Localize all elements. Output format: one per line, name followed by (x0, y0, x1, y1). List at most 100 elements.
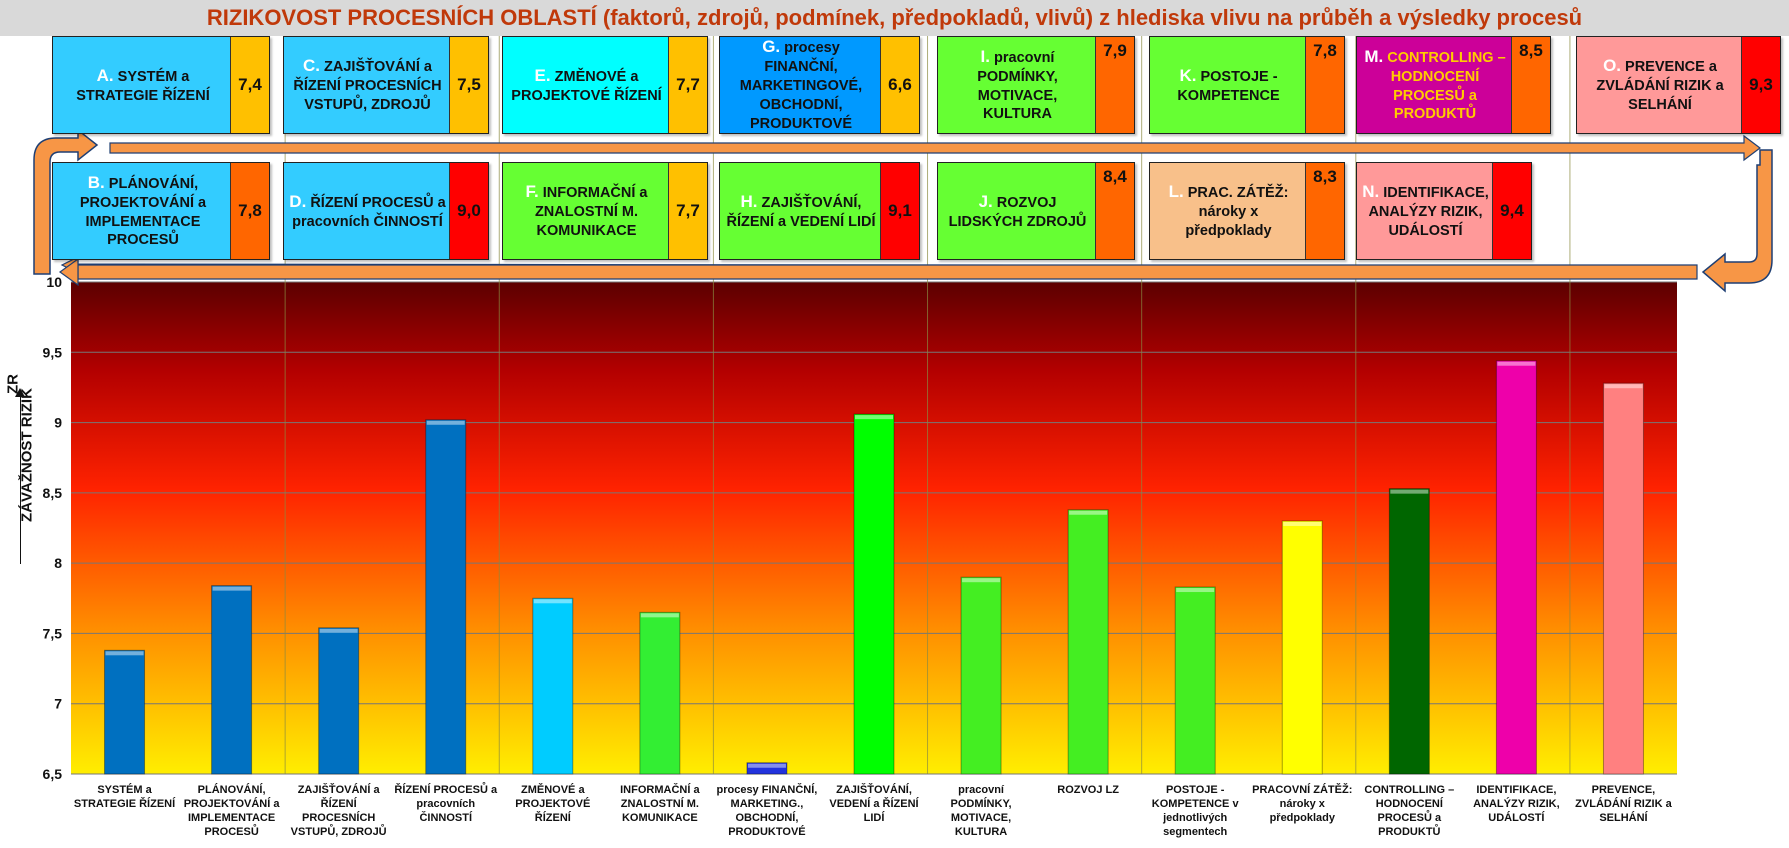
card-m: M. CONTROLLING – HODNOCENÍ PROCESŮ a PRO… (1356, 36, 1551, 134)
card-label: L. PRAC. ZÁTĚŽ: nároky x předpoklady (1150, 163, 1307, 259)
y-tick-label: 7 (54, 696, 62, 712)
card-letter: G. (762, 37, 781, 57)
bar-highlight (212, 586, 251, 591)
bar (746, 762, 788, 775)
page-title: RIZIKOVOST PROCESNÍCH OBLASTÍ (faktorů, … (206, 5, 1583, 30)
bar-highlight (426, 420, 465, 425)
bar-highlight (319, 628, 358, 633)
card-text: ROZVOJ LIDSKÝCH ZDROJŮ (948, 194, 1087, 230)
y-tick-label: 9,5 (43, 344, 63, 360)
card-score: 9,1 (880, 163, 919, 259)
y-tick-labels: 6,5 7 7,5 8 8,5 9 9,5 10 (43, 274, 63, 782)
card-g: G. procesy FINANČNÍ, MARKETINGOVÉ, OBCHO… (719, 36, 920, 134)
card-score: 7,7 (668, 163, 707, 259)
bar-highlight (855, 415, 893, 420)
card-text: PLÁNOVÁNÍ, PROJEKTOVÁNÍ a IMPLEMENTACE P… (79, 175, 207, 249)
x-tick-label: SYSTÉM a STRATEGIE ŘÍZENÍ (73, 784, 176, 811)
bars (104, 360, 1644, 775)
x-tick-label: PREVENCE, ZVLÁDÁNÍ RIZIK a SELHÁNÍ (1575, 784, 1672, 825)
card-score: 7,7 (668, 37, 707, 133)
card-text: ZAJIŠŤOVÁNÍ a ŘÍZENÍ PROCESNÍCH VSTUPŮ, … (293, 59, 442, 114)
card-text: SYSTÉM a STRATEGIE ŘÍZENÍ (76, 68, 210, 104)
card-f: F. INFORMAČNÍ a ZNALOSTNÍ M. KOMUNIKACE 7… (502, 162, 708, 260)
card-b: B. PLÁNOVÁNÍ, PROJEKTOVÁNÍ a IMPLEMENTAC… (52, 162, 270, 260)
x-tick-label: CONTROLLING – HODNOCENÍ PROCESŮ a PRODUK… (1364, 784, 1455, 839)
bar (1602, 382, 1644, 775)
card-score: 9,3 (1741, 37, 1780, 133)
bar-highlight (1283, 521, 1322, 526)
card-text: PREVENCE a ZVLÁDÁNÍ RIZIK a SELHÁNÍ (1596, 59, 1724, 114)
bar (1174, 586, 1216, 775)
card-letter: O. (1603, 56, 1622, 76)
bar-highlight (533, 599, 572, 604)
card-label: B. PLÁNOVÁNÍ, PROJEKTOVÁNÍ a IMPLEMENTAC… (53, 163, 233, 259)
card-label: F. INFORMAČNÍ a ZNALOSTNÍ M. KOMUNIKACE (503, 163, 670, 259)
bar-highlight (747, 763, 786, 768)
card-score: 6,6 (880, 37, 919, 133)
card-text: procesy FINANČNÍ, MARKETINGOVÉ, OBCHODNÍ… (739, 40, 863, 132)
card-letter: D. (289, 191, 307, 211)
card-text: PRAC. ZÁTĚŽ: nároky x předpoklady (1183, 185, 1289, 240)
card-label: M. CONTROLLING – HODNOCENÍ PROCESŮ a PRO… (1357, 37, 1513, 133)
card-d: D. ŘÍZENÍ PROCESŮ a pracovních ČINNOSTÍ 9… (283, 162, 489, 260)
card-letter: L. (1168, 182, 1184, 202)
bar-highlight (1497, 361, 1536, 366)
bar (104, 649, 146, 775)
card-e: E. ZMĚNOVÉ a PROJEKTOVÉ ŘÍZENÍ 7,7 (502, 36, 708, 134)
title-bar (0, 0, 1789, 36)
card-text: IDENTIFIKACE, ANALÝZY RIZIK, UDÁLOSTÍ (1368, 185, 1489, 240)
card-label: G. procesy FINANČNÍ, MARKETINGOVÉ, OBCHO… (720, 37, 882, 133)
y-tick-label: 10 (46, 274, 62, 290)
card-text: ZMĚNOVÉ a PROJEKTOVÉ ŘÍZENÍ (511, 68, 662, 104)
card-letter: A. (96, 65, 114, 85)
bar (853, 413, 895, 775)
x-tick-label: POSTOJE - KOMPETENCE v jednotlivých segm… (1151, 784, 1239, 839)
card-text: POSTOJE - KOMPETENCE (1177, 68, 1280, 104)
card-label: E. ZMĚNOVÉ a PROJEKTOVÉ ŘÍZENÍ (503, 37, 670, 133)
card-score: 8,5 (1511, 37, 1550, 133)
x-tick-label: ZAJIŠŤOVÁNÍ a ŘÍZENÍ PROCESNÍCH VSTUPŮ, … (290, 784, 387, 839)
x-tick-label: ZMĚNOVÉ a PROJEKTOVÉ ŘÍZENÍ (515, 784, 591, 825)
card-n: N. IDENTIFIKACE, ANALÝZY RIZIK, UDÁLOSTÍ… (1356, 162, 1532, 260)
card-score: 7,9 (1095, 37, 1134, 133)
card-letter: H. (740, 191, 758, 211)
card-label: D. ŘÍZENÍ PROCESŮ a pracovních ČINNOSTÍ (284, 163, 451, 259)
x-tick-label: PLÁNOVÁNÍ, PROJEKTOVÁNÍ a IMPLEMENTACE P… (183, 784, 280, 839)
bar (1388, 488, 1430, 775)
bar-highlight (1176, 588, 1215, 593)
card-score: 7,4 (230, 37, 269, 133)
card-a: A. SYSTÉM a STRATEGIE ŘÍZENÍ 7,4 (52, 36, 270, 134)
card-letter: J. (978, 191, 993, 211)
card-label: A. SYSTÉM a STRATEGIE ŘÍZENÍ (53, 37, 233, 133)
bar (1281, 520, 1323, 775)
card-letter: N. (1362, 182, 1380, 202)
x-tick-label: ROZVOJ LZ (1057, 784, 1119, 796)
card-o: O. PREVENCE a ZVLÁDÁNÍ RIZIK a SELHÁNÍ 9,… (1576, 36, 1781, 134)
card-score: 9,4 (1492, 163, 1531, 259)
card-letter: B. (87, 172, 105, 192)
bar (1495, 360, 1537, 775)
card-score: 7,5 (449, 37, 488, 133)
card-text: ZAJIŠŤOVÁNÍ, ŘÍZENÍ a VEDENÍ LIDÍ (726, 194, 876, 230)
card-text: INFORMAČNÍ a ZNALOSTNÍ M. KOMUNIKACE (534, 185, 648, 240)
bar (532, 597, 574, 775)
card-letter: I. (980, 46, 990, 66)
bar (211, 585, 253, 775)
card-letter: C. (303, 56, 320, 76)
x-tick-label: INFORMAČNÍ a ZNALOSTNÍ M. KOMUNIKACE (620, 784, 700, 825)
x-tick-label: IDENTIFIKACE, ANALÝZY RIZIK, UDÁLOSTÍ (1473, 784, 1560, 825)
bar (425, 419, 467, 775)
card-score: 8,4 (1095, 163, 1134, 259)
y-tick-label: 8 (54, 555, 62, 571)
card-text: CONTROLLING – HODNOCENÍ PROCESŮ a PRODUK… (1383, 49, 1506, 123)
bar (960, 576, 1002, 775)
x-tick-label: procesy FINANČNÍ, MARKETING., OBCHODNÍ, … (716, 784, 818, 839)
card-label: I. pracovní PODMÍNKY, MOTIVACE, KULTURA (938, 37, 1097, 133)
card-score: 9,0 (449, 163, 488, 259)
card-h: H. ZAJIŠŤOVÁNÍ, ŘÍZENÍ a VEDENÍ LIDÍ 9,1 (719, 162, 920, 260)
bar (639, 611, 681, 775)
card-label: K. POSTOJE - KOMPETENCE (1150, 37, 1307, 133)
bar-highlight (1390, 489, 1429, 494)
y-tick-label: 7,5 (43, 625, 63, 641)
